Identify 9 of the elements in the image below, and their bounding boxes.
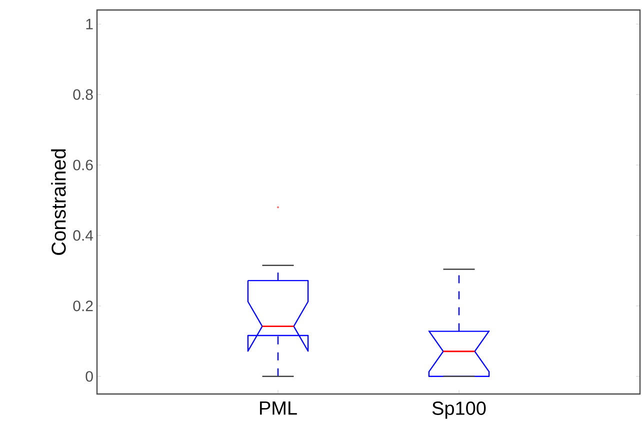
x-tick-label: Sp100: [432, 402, 486, 419]
y-tick-label: 1: [86, 18, 93, 30]
y-tick-label: 0: [86, 371, 93, 382]
y-tick-label: 0.6: [73, 160, 93, 170]
y-tick-label: 0.8: [73, 89, 93, 100]
y-axis-title: Constrained: [51, 149, 66, 255]
y-tick-label: 0.2: [73, 300, 93, 312]
y-tick-label: 0.4: [73, 230, 94, 241]
x-tick-label: PML: [260, 402, 297, 415]
